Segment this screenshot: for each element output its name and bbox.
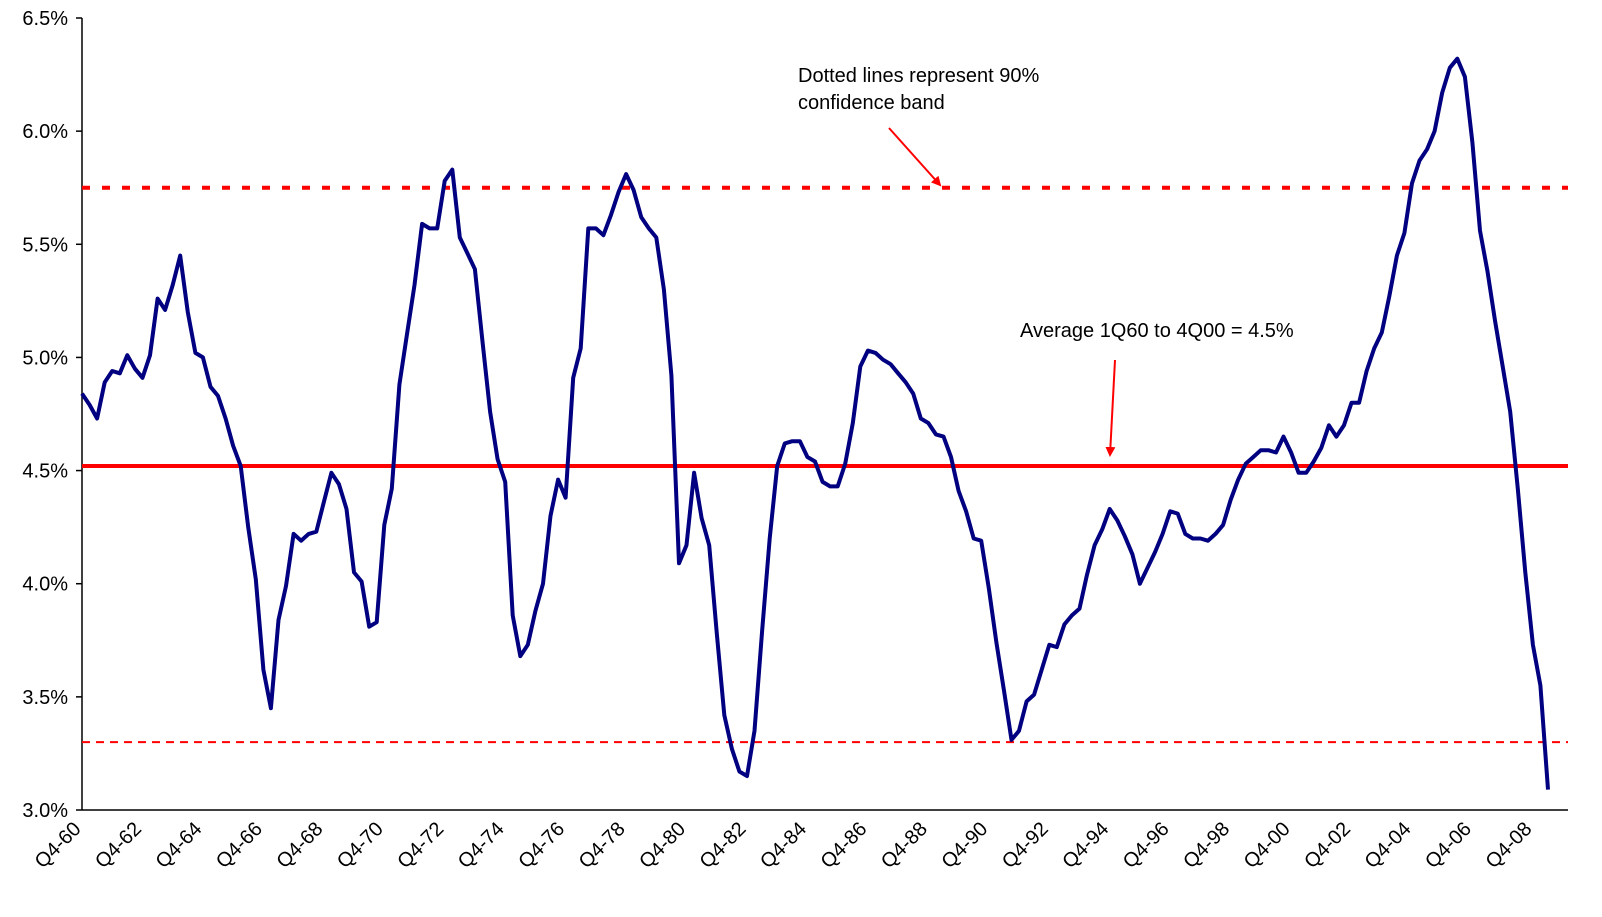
x-tick-label: Q4-94 [1058,818,1113,873]
x-tick-label: Q4-66 [212,818,267,873]
data-line [80,56,1550,790]
x-tick-label: Q4-80 [635,818,690,873]
x-tick-label: Q4-92 [998,818,1053,873]
annotation: Average 1Q60 to 4Q00 = 4.5% [1020,320,1294,342]
annotation-arrow [888,127,942,187]
x-tick-label: Q4-76 [514,818,569,873]
x-tick-label: Q4-00 [1240,818,1295,873]
y-tick-label: 6.0% [22,121,68,143]
y-tick-label: 4.0% [22,574,68,596]
x-tick-label: Q4-02 [1300,818,1355,873]
x-tick-label: Q4-64 [152,818,207,873]
x-tick-label: Q4-86 [817,818,872,873]
annotation: Dotted lines represent 90% [798,65,1039,87]
annotation: confidence band [798,92,945,114]
y-tick-label: 6.5% [22,8,68,30]
y-tick-label: 3.0% [22,800,68,822]
x-tick-label: Q4-78 [575,818,630,873]
x-tick-label: Q4-96 [1119,818,1174,873]
x-tick-label: Q4-70 [333,818,388,873]
x-tick-label: Q4-72 [393,818,448,873]
y-tick-label: 3.5% [22,687,68,709]
x-tick-label: Q4-88 [877,818,932,873]
x-tick-label: Q4-62 [91,818,146,873]
x-tick-label: Q4-04 [1361,818,1416,873]
annotation-arrow [1105,359,1116,457]
y-tick-label: 5.5% [22,234,68,256]
x-tick-label: Q4-68 [272,818,327,873]
x-tick-label: Q4-98 [1179,818,1234,873]
x-tick-label: Q4-06 [1421,818,1476,873]
x-tick-label: Q4-74 [454,818,509,873]
y-tick-label: 4.5% [22,461,68,483]
x-tick-label: Q4-84 [756,818,811,873]
x-tick-label: Q4-60 [31,818,86,873]
x-tick-label: Q4-90 [937,818,992,873]
x-tick-label: Q4-82 [696,818,751,873]
x-tick-label: Q4-08 [1482,818,1537,873]
y-tick-label: 5.0% [22,347,68,369]
